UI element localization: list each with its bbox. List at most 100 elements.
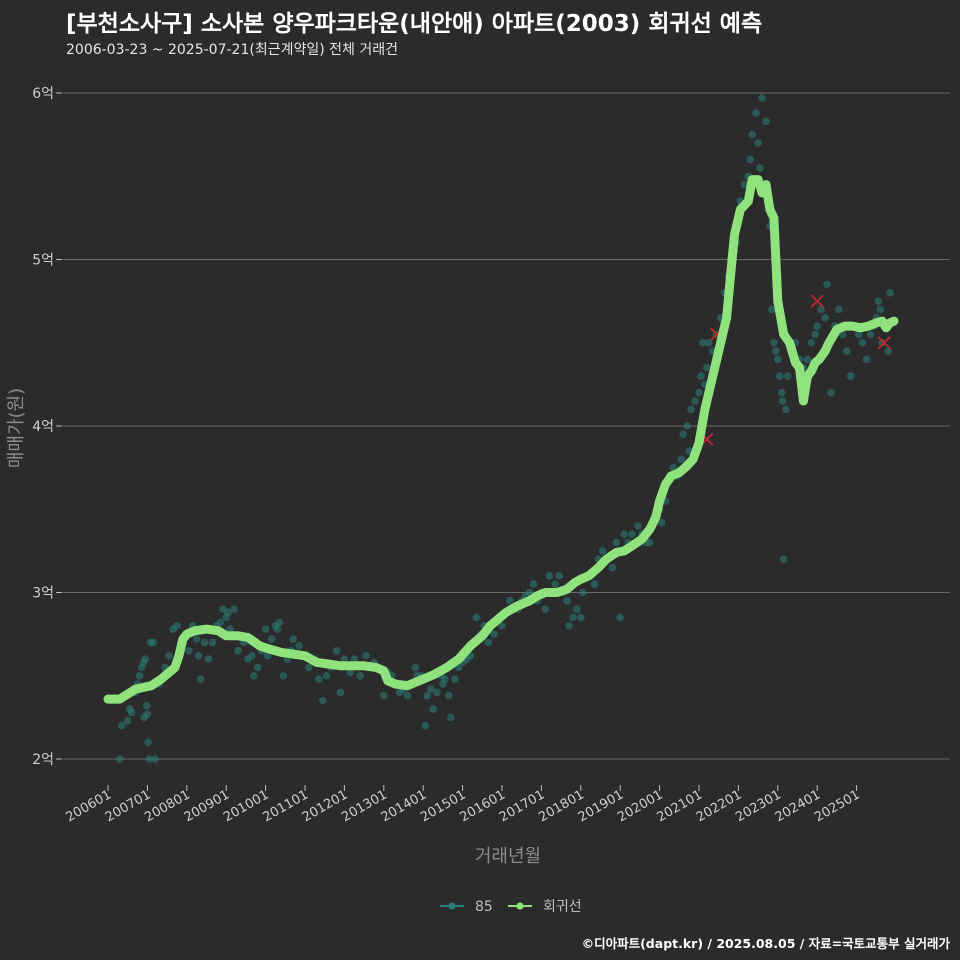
scatter-point xyxy=(429,705,437,713)
scatter-point xyxy=(811,330,820,339)
scatter-point xyxy=(141,655,150,663)
scatter-point xyxy=(703,363,711,372)
scatter-point xyxy=(862,355,871,364)
outlier-cross-stroke xyxy=(810,294,824,308)
scatter-point xyxy=(350,655,359,663)
legend: 85 회귀선 xyxy=(440,899,582,915)
scatter-point xyxy=(204,655,213,663)
scatter-point xyxy=(226,625,234,633)
scatter-point xyxy=(346,668,355,677)
scatter-point xyxy=(803,355,812,364)
regression-line-series xyxy=(103,175,899,704)
scatter-point xyxy=(807,338,816,347)
scatter-point xyxy=(289,635,297,643)
scatter-point xyxy=(754,139,762,147)
scatter-point xyxy=(127,708,136,717)
outlier-marker-icon xyxy=(810,294,824,308)
scatter-point xyxy=(645,538,654,547)
scatter-point xyxy=(699,338,707,347)
scatter-point xyxy=(679,430,688,439)
scatter-point xyxy=(695,388,703,397)
scatter-point xyxy=(216,618,225,627)
scatter-point xyxy=(433,688,441,697)
scatter-point xyxy=(322,671,331,680)
scatter-point xyxy=(555,572,563,580)
scatter-point xyxy=(563,597,571,605)
scatter-point xyxy=(823,280,831,289)
outlier-marker-icon xyxy=(877,336,891,350)
scatter-point xyxy=(697,372,705,380)
scatter-point xyxy=(772,347,780,355)
scatter-point xyxy=(234,646,242,655)
scatter-point xyxy=(683,422,691,430)
scatter-series-85 xyxy=(112,94,894,763)
scatter-point xyxy=(768,305,776,314)
scatter-point xyxy=(336,688,345,697)
scatter-point xyxy=(598,547,607,555)
scatter-point xyxy=(362,651,370,660)
scatter-point xyxy=(196,675,205,683)
scatter-point xyxy=(446,713,455,722)
scatter-point xyxy=(263,651,272,660)
scatter-point xyxy=(677,455,686,464)
y-axis-ticks: 2억 3억 4억 5억 6억 xyxy=(32,86,62,768)
scatter-point xyxy=(578,588,587,597)
scatter-point xyxy=(821,313,829,322)
scatter-point xyxy=(886,289,894,297)
scatter-point xyxy=(779,555,788,563)
outlier-cross-stroke xyxy=(877,336,891,350)
scatter-point xyxy=(200,638,209,647)
scatter-point xyxy=(143,710,152,718)
scatter-point xyxy=(590,580,599,588)
scatter-point xyxy=(192,635,201,643)
scatter-point xyxy=(842,347,851,355)
scatter-point xyxy=(253,663,262,672)
y-tick-label: 4억 xyxy=(32,419,54,435)
x-axis-label: 거래년월 xyxy=(475,846,541,867)
scatter-point xyxy=(573,605,581,613)
scatter-point xyxy=(758,94,766,102)
scatter-point xyxy=(194,651,203,660)
scatter-point xyxy=(184,646,193,655)
scatter-point xyxy=(854,330,863,339)
scatter-point xyxy=(813,322,821,330)
scatter-point xyxy=(878,338,887,347)
y-tick-label: 6억 xyxy=(32,86,54,102)
scatter-point xyxy=(318,696,327,705)
scatter-point xyxy=(775,372,784,380)
scatter-point xyxy=(145,755,154,763)
scatter-point xyxy=(224,608,232,617)
scatter-point xyxy=(423,691,431,700)
scatter-point xyxy=(116,755,124,763)
scatter-point xyxy=(275,618,284,627)
scatter-point xyxy=(332,646,341,655)
scatter-point xyxy=(529,580,538,588)
legend-regression-label: 회귀선 xyxy=(543,899,582,915)
scatter-point xyxy=(545,572,554,580)
scatter-point xyxy=(866,330,875,339)
scatter-point xyxy=(248,651,256,660)
scatter-point xyxy=(612,538,621,547)
scatter-point xyxy=(541,605,550,613)
legend-85-dot-icon xyxy=(448,902,456,910)
scatter-point xyxy=(230,605,238,613)
scatter-point xyxy=(778,397,787,405)
scatter-point xyxy=(484,638,493,647)
scatter-point xyxy=(846,372,855,380)
scatter-point xyxy=(770,338,778,347)
chart-title: [부천소사구] 소사본 양우파크타운(내안애) 아파트(2003) 회귀선 예측 xyxy=(66,11,763,37)
y-tick-label: 3억 xyxy=(32,586,54,602)
x-tick-label: 202501 xyxy=(812,787,862,825)
scatter-point xyxy=(620,530,628,539)
scatter-point xyxy=(356,671,364,680)
scatter-point xyxy=(208,638,217,647)
scatter-point xyxy=(427,685,435,693)
scatter-point xyxy=(746,155,755,164)
scatter-point xyxy=(506,597,514,605)
scatter-point xyxy=(762,117,770,126)
scatter-point xyxy=(628,530,636,539)
scatter-point xyxy=(817,305,825,314)
scatter-point xyxy=(123,716,132,725)
scatter-point xyxy=(144,738,152,747)
